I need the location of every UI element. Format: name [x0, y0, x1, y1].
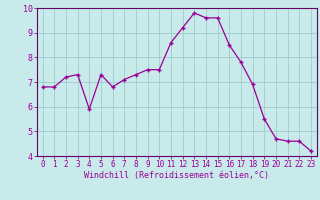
- X-axis label: Windchill (Refroidissement éolien,°C): Windchill (Refroidissement éolien,°C): [84, 171, 269, 180]
